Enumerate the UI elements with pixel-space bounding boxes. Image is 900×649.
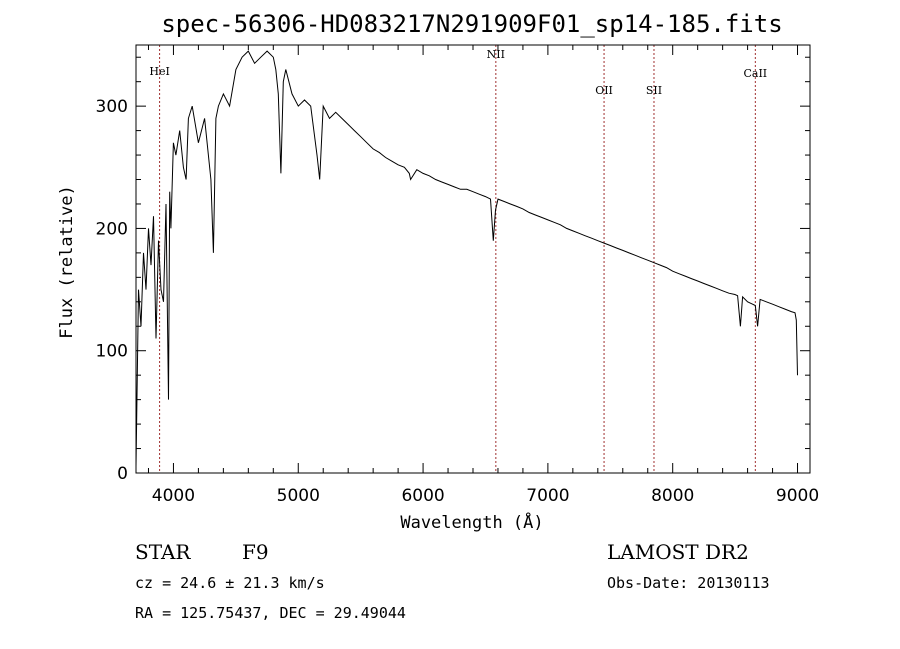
line-marker-label: NII — [487, 48, 505, 61]
survey-name: LAMOST DR2 — [607, 540, 749, 564]
x-tick-label: 6000 — [401, 486, 444, 506]
x-tick-label: 7000 — [526, 486, 569, 506]
y-axis-label: Flux (relative) — [57, 185, 77, 339]
line-marker-label: SII — [646, 84, 662, 97]
y-tick-label: 100 — [96, 342, 128, 362]
x-tick-label: 5000 — [277, 486, 320, 506]
emission-line-markers: HeI NII OII SII CaII — [149, 45, 767, 473]
spectral-subclass: F9 — [242, 540, 269, 564]
y-axis-ticks: 0 100 200 300 — [96, 56, 810, 484]
x-tick-label: 4000 — [152, 486, 195, 506]
spectrum-line — [135, 50, 798, 467]
plot-frame — [135, 44, 811, 474]
redshift-text: cz = 24.6 ± 21.3 km/s — [135, 574, 325, 592]
obs-date: Obs-Date: 20130113 — [607, 574, 770, 592]
y-tick-label: 200 — [96, 219, 128, 239]
chart-title: spec-56306-HD083217N291909F01_sp14-185.f… — [161, 10, 782, 38]
line-marker-label: OII — [595, 84, 613, 97]
line-marker-label: HeI — [149, 65, 169, 78]
y-tick-label: 300 — [96, 97, 128, 117]
x-axis-ticks: 4000 5000 6000 7000 8000 9000 — [147, 45, 819, 506]
x-tick-label: 9000 — [776, 486, 819, 506]
x-tick-label: 8000 — [651, 486, 694, 506]
y-tick-label: 0 — [117, 464, 128, 484]
object-type: STAR — [135, 540, 191, 564]
coordinates: RA = 125.75437, DEC = 29.49044 — [135, 604, 406, 622]
x-axis-label: Wavelength (Å) — [400, 511, 543, 533]
line-marker-label: CaII — [743, 67, 767, 80]
